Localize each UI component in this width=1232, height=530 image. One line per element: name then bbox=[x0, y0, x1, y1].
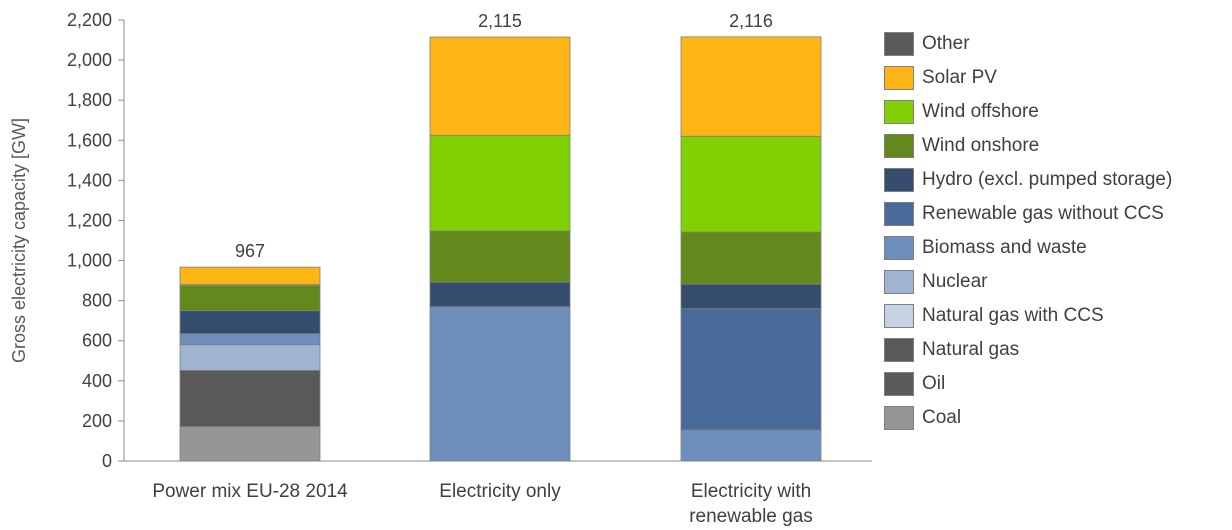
legend-label: Hydro (excl. pumped storage) bbox=[922, 169, 1173, 190]
legend-item-coal: Coal bbox=[884, 401, 1229, 435]
legend-label: Nuclear bbox=[922, 271, 988, 292]
legend-label: Coal bbox=[922, 407, 962, 428]
bar-segment-hydro-excl-pumped-storage bbox=[179, 310, 321, 335]
legend-label: Other bbox=[922, 33, 970, 54]
bar-segment-wind-onshore bbox=[429, 230, 571, 283]
legend-swatch bbox=[884, 236, 914, 260]
bar-segment-hydro-excl-pumped-storage bbox=[680, 283, 822, 310]
legend-item-wind-onshore: Wind onshore bbox=[884, 129, 1229, 163]
bar-segment-nuclear bbox=[179, 344, 321, 371]
bar-total-label: 967 bbox=[235, 241, 265, 261]
y-tick-label: 200 bbox=[82, 411, 112, 431]
category-labels: Power mix EU-28 2014 Electricity only Elec… bbox=[152, 481, 812, 527]
bar-totals: 967 2,115 2,116 bbox=[235, 11, 773, 261]
bar-segment-biomass-and-waste bbox=[179, 333, 321, 346]
legend-item-nuclear: Nuclear bbox=[884, 265, 1229, 299]
bars bbox=[179, 36, 822, 462]
bar-segment-wind-onshore bbox=[179, 285, 321, 312]
legend-swatch bbox=[884, 32, 914, 56]
y-tick-label: 1,200 bbox=[67, 210, 112, 230]
y-tick-label: 2,200 bbox=[67, 10, 112, 30]
y-axis: 0 200 400 600 800 1,000 1,200 1,400 1,600 1,800 2,… bbox=[67, 10, 125, 471]
legend-item-other: Other bbox=[884, 27, 1229, 61]
legend-swatch bbox=[884, 168, 914, 192]
legend-label: Biomass and waste bbox=[922, 237, 1087, 258]
bar-segment-solar-pv bbox=[429, 36, 571, 136]
legend-item-oil: Oil bbox=[884, 367, 1229, 401]
bar-total-label: 2,115 bbox=[478, 11, 522, 31]
legend-swatch bbox=[884, 202, 914, 226]
bar-segment-hydro-excl-pumped-storage bbox=[429, 281, 571, 308]
legend-swatch bbox=[884, 372, 914, 396]
bar-segment-wind-onshore bbox=[680, 231, 822, 285]
x-category-label: Power mix EU-28 2014 bbox=[152, 481, 348, 502]
bar-segment-wind-offshore bbox=[429, 134, 571, 232]
legend-label: Wind onshore bbox=[922, 135, 1040, 156]
bar-segment-coal bbox=[179, 426, 321, 462]
bar-segment-solar-pv bbox=[179, 266, 321, 286]
legend-label: Oil bbox=[922, 373, 946, 394]
x-category-label: renewable gas bbox=[689, 506, 813, 527]
legend: Other Solar PV Wind offshore Wind onshore Hy… bbox=[884, 27, 1229, 435]
x-category-label: Electricity only bbox=[439, 481, 561, 502]
legend-label: Natural gas bbox=[922, 339, 1020, 360]
legend-swatch bbox=[884, 100, 914, 124]
bar-segment-wind-offshore bbox=[680, 135, 822, 233]
legend-item-solar-pv: Solar PV bbox=[884, 61, 1229, 95]
legend-label: Solar PV bbox=[922, 67, 997, 88]
bar-total-label: 2,116 bbox=[729, 11, 773, 31]
x-category-label: Electricity with bbox=[691, 481, 811, 502]
y-tick-label: 1,600 bbox=[67, 130, 112, 150]
legend-swatch bbox=[884, 66, 914, 90]
legend-label: Wind offshore bbox=[922, 101, 1039, 122]
bar-segment-biomass-and-waste bbox=[429, 306, 571, 462]
y-tick-label: 800 bbox=[82, 291, 112, 311]
bar-segment-natural-gas bbox=[179, 369, 321, 427]
legend-swatch bbox=[884, 304, 914, 328]
y-tick-label: 0 bbox=[102, 451, 112, 471]
y-tick-label: 600 bbox=[82, 331, 112, 351]
legend-item-natural-gas-with-ccs: Natural gas with CCS bbox=[884, 299, 1229, 333]
bar-segment-solar-pv bbox=[680, 36, 822, 137]
legend-item-renewable-gas-without-ccs: Renewable gas without CCS bbox=[884, 197, 1229, 231]
bar-segment-biomass-and-waste bbox=[680, 429, 822, 462]
legend-swatch bbox=[884, 338, 914, 362]
y-tick-label: 400 bbox=[82, 371, 112, 391]
legend-swatch bbox=[884, 270, 914, 294]
y-tick-label: 1,400 bbox=[67, 170, 112, 190]
legend-label: Renewable gas without CCS bbox=[922, 203, 1164, 224]
legend-item-wind-offshore: Wind offshore bbox=[884, 95, 1229, 129]
y-tick-label: 1,000 bbox=[67, 251, 112, 271]
y-axis-title: Gross electricity capacity [GW] bbox=[9, 118, 29, 363]
legend-swatch bbox=[884, 134, 914, 158]
legend-item-natural-gas: Natural gas bbox=[884, 333, 1229, 367]
legend-label: Natural gas with CCS bbox=[922, 305, 1104, 326]
legend-swatch bbox=[884, 406, 914, 430]
bar-segment-renewable-gas-without-ccs bbox=[680, 308, 822, 431]
y-tick-label: 1,800 bbox=[67, 90, 112, 110]
y-tick-label: 2,000 bbox=[67, 50, 112, 70]
legend-item-biomass-and-waste: Biomass and waste bbox=[884, 231, 1229, 265]
legend-item-hydro-excl-pumped-storage: Hydro (excl. pumped storage) bbox=[884, 163, 1229, 197]
